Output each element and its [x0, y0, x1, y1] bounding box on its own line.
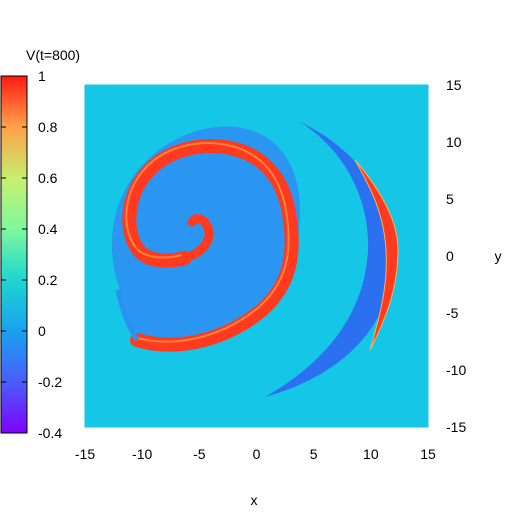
x-tick-label: 10: [363, 446, 379, 462]
y-tick-label: -15: [446, 419, 466, 435]
y-tick-label: 15: [446, 77, 462, 93]
y-tick-label: 5: [446, 191, 454, 207]
y-axis: 15 10 5 0 -5 -10 -15: [446, 77, 466, 435]
x-axis-label: x: [251, 492, 258, 508]
y-tick-label: 10: [446, 134, 462, 150]
plot-area: [85, 85, 428, 427]
refractory-crescent: [265, 122, 395, 397]
x-tick-label: -15: [75, 446, 95, 462]
colorbar: 1 0.8 0.6 0.4 0.2 0 -0.2 -0.4: [0, 68, 62, 441]
spiral-outer-arm: [122, 139, 299, 352]
x-axis: -15 -10 -5 0 5 10 15: [75, 446, 436, 462]
y-tick-label: -5: [446, 305, 459, 321]
spiral-outer-arm-edge: [125, 142, 290, 343]
x-tick-label: 5: [310, 446, 318, 462]
y-tick-label: 0: [446, 248, 454, 264]
colorbar-tick-label: 0.8: [38, 119, 58, 135]
colorbar-tick-label: 0.4: [38, 221, 58, 237]
colorbar-tick-label: 0.2: [38, 272, 58, 288]
y-axis-label: y: [495, 248, 502, 264]
x-tick-label: -10: [132, 446, 152, 462]
x-tick-label: -5: [193, 446, 206, 462]
x-tick-label: 15: [420, 446, 436, 462]
colorbar-tick-label: 0.6: [38, 170, 58, 186]
colorbar-tick-label: 1: [38, 68, 46, 84]
plot-frame: [84, 84, 429, 428]
spiral-lower-tail: [115, 289, 140, 342]
colorbar-tick-label: 0: [38, 323, 46, 339]
colorbar-label: V(t=800): [26, 47, 80, 63]
circular-wave-front: [354, 159, 399, 351]
x-tick-label: 0: [253, 446, 261, 462]
colorbar-gradient: [0, 75, 28, 434]
colorbar-tick-label: -0.2: [38, 374, 62, 390]
colorbar-tick-label: -0.4: [38, 425, 62, 441]
y-tick-label: -10: [446, 362, 466, 378]
spiral-inner-arm: [180, 214, 214, 263]
